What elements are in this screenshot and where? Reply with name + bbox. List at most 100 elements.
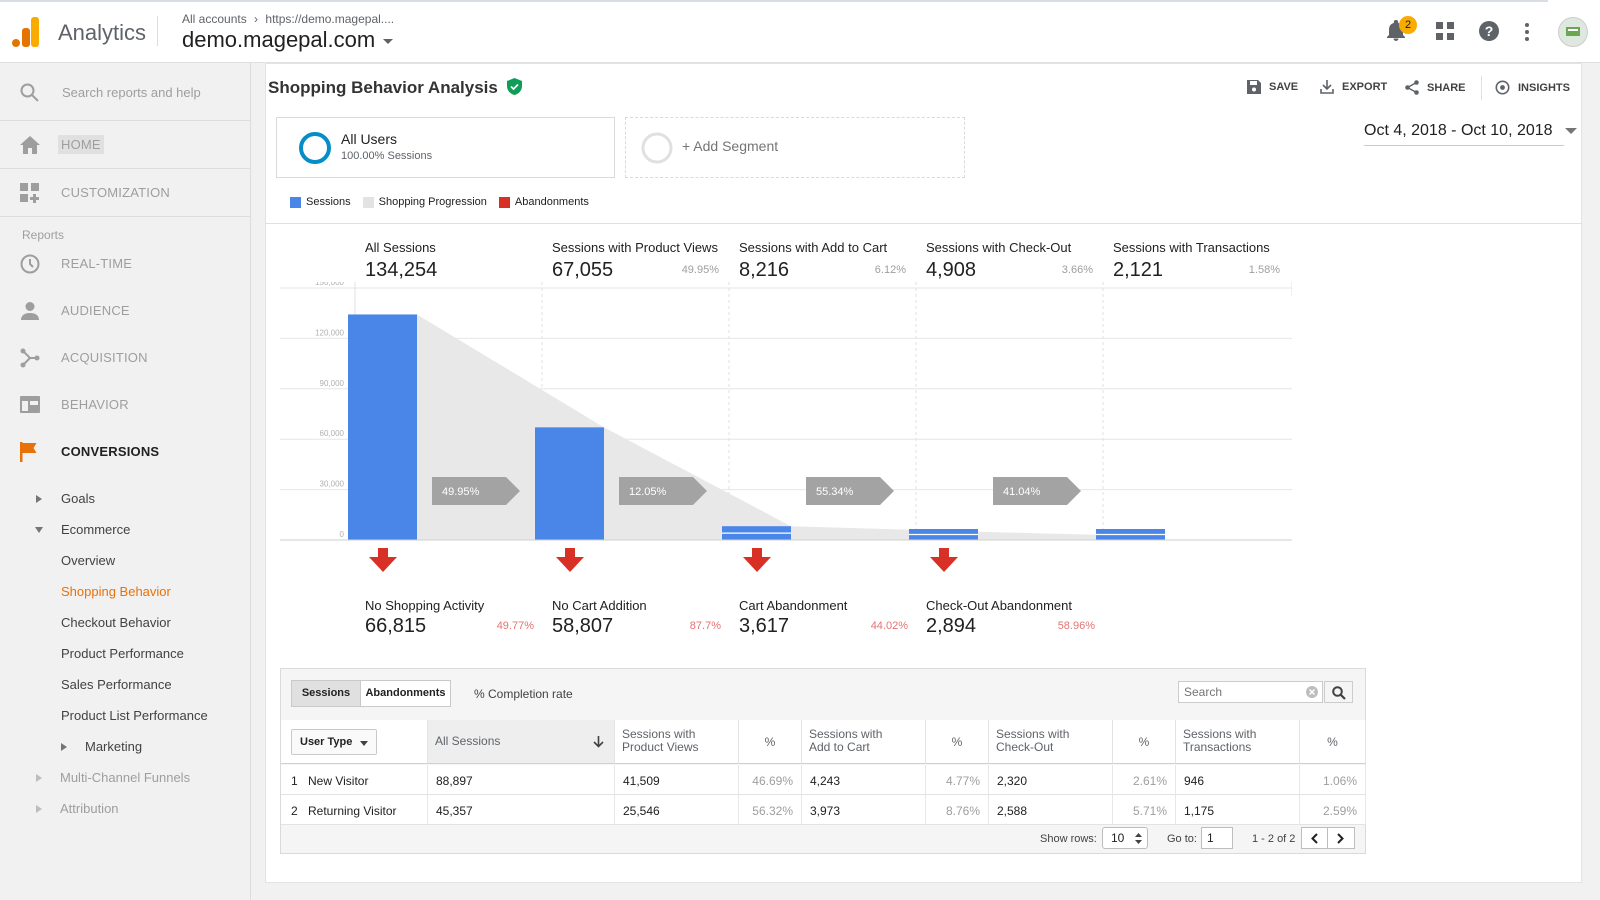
sidebar-item-attribution[interactable]: Attribution <box>0 793 250 824</box>
column-header[interactable]: Sessions with Product Views <box>615 720 739 764</box>
clock-icon <box>20 254 40 274</box>
sidebar-item-realtime[interactable]: REAL-TIME <box>0 247 250 295</box>
help-icon[interactable]: ? <box>1478 20 1500 42</box>
row-name[interactable]: Returning Visitor <box>308 804 397 818</box>
sidebar-item-acquisition[interactable]: ACQUISITION <box>0 341 250 389</box>
sidebar-item-product-list-performance[interactable]: Product List Performance <box>0 700 250 731</box>
tab-sessions[interactable]: Sessions <box>291 680 361 707</box>
add-segment-button[interactable]: + Add Segment <box>625 117 965 178</box>
column-header-sorted[interactable]: All Sessions <box>428 720 615 764</box>
avatar[interactable] <box>1558 17 1588 47</box>
insights-button[interactable]: INSIGHTS <box>1495 80 1570 95</box>
chevron-down-icon <box>383 38 394 44</box>
share-label: SHARE <box>1427 81 1466 94</box>
table-cell: 2.59% <box>1300 795 1366 825</box>
home-icon <box>20 136 40 154</box>
analytics-logo-icon[interactable] <box>12 17 40 47</box>
abandonment-box[interactable]: No Cart Addition 58,807 87.7% <box>542 582 729 642</box>
sidebar-item-home[interactable]: HOME <box>0 121 250 169</box>
prev-page-button[interactable] <box>1301 827 1328 849</box>
table-search-button[interactable] <box>1324 681 1353 703</box>
breadcrumb-url[interactable]: https://demo.magepal.... <box>265 11 395 26</box>
top-bar <box>0 0 1600 63</box>
column-header-label: % <box>1327 735 1338 749</box>
chevron-down-icon <box>35 527 43 533</box>
page-range: 1 - 2 of 2 <box>1252 833 1296 845</box>
completion-rate-option[interactable]: % Completion rate <box>474 687 573 701</box>
sidebar-item-overview[interactable]: Overview <box>0 545 250 576</box>
abandonment-box[interactable]: Cart Abandonment 3,617 44.02% <box>729 582 916 642</box>
column-header[interactable]: Sessions with Check-Out <box>989 720 1113 764</box>
abandonment-label: No Cart Addition <box>552 598 647 613</box>
column-header[interactable]: % <box>1300 720 1366 764</box>
segment-donut-icon <box>299 132 331 164</box>
funnel-stage-header: Sessions with Transactions 2,121 1.58% <box>1103 240 1290 296</box>
column-header[interactable]: % <box>926 720 989 764</box>
breadcrumb-all-accounts[interactable]: All accounts <box>182 11 247 26</box>
clear-icon[interactable] <box>1306 686 1318 698</box>
sidebar-item-customization[interactable]: CUSTOMIZATION <box>0 169 250 217</box>
sidebar-item-label: CONVERSIONS <box>61 444 160 459</box>
column-header[interactable]: Sessions with Add to Cart <box>802 720 926 764</box>
table-search-input[interactable]: Search <box>1178 681 1323 703</box>
sidebar-item-behavior[interactable]: BEHAVIOR <box>0 388 250 436</box>
show-rows-select[interactable]: 10 <box>1102 827 1148 849</box>
chevron-right-icon <box>61 743 67 751</box>
show-rows-value: 10 <box>1111 831 1125 845</box>
stage-value: 134,254 <box>365 259 438 281</box>
abandonment-box[interactable]: Check-Out Abandonment 2,894 58.96% <box>916 582 1103 642</box>
tab-abandonments[interactable]: Abandonments <box>361 680 451 707</box>
sidebar-item-goals[interactable]: Goals <box>0 483 250 514</box>
export-button[interactable]: EXPORT <box>1320 80 1387 94</box>
sidebar-item-label: Ecommerce <box>61 522 131 537</box>
sidebar-search[interactable]: Search reports and help <box>0 63 250 121</box>
arrow-down-icon <box>593 736 604 748</box>
save-label: SAVE <box>1269 81 1299 93</box>
abandonment-value: 2,894 <box>926 615 977 637</box>
apps-grid-icon[interactable] <box>1436 22 1454 40</box>
sidebar-item-marketing[interactable]: Marketing <box>0 731 250 762</box>
row-name[interactable]: New Visitor <box>308 774 369 788</box>
legend-abandonments: Abandonments <box>498 196 589 208</box>
column-header-label: Sessions with Check-Out <box>996 727 1070 754</box>
account-breadcrumb[interactable]: All accounts › https://demo.magepal.... <box>182 11 394 26</box>
sidebar-item-audience[interactable]: AUDIENCE <box>0 294 250 342</box>
sidebar-item-sales-performance[interactable]: Sales Performance <box>0 669 250 700</box>
more-vert-icon[interactable] <box>1525 23 1529 41</box>
empty-segment-icon <box>641 132 673 164</box>
chevron-right-icon <box>36 495 42 503</box>
abandonment-box[interactable]: No Shopping Activity 66,815 49.77% <box>355 582 542 642</box>
table-row[interactable]: 1 New Visitor <box>281 765 428 795</box>
column-header[interactable]: % <box>1113 720 1176 764</box>
row-index: 2 <box>291 804 298 818</box>
sidebar-item-shopping-behavior[interactable]: Shopping Behavior <box>0 576 250 607</box>
property-selector[interactable]: demo.magepal.com <box>182 27 394 53</box>
date-range-picker[interactable]: Oct 4, 2018 - Oct 10, 2018 <box>1364 122 1578 146</box>
flag-icon <box>20 442 38 462</box>
user-type-dropdown[interactable]: User Type <box>291 729 377 755</box>
search-input[interactable]: Search reports and help <box>62 85 201 100</box>
sidebar-item-conversions[interactable]: CONVERSIONS <box>0 435 250 483</box>
legend-sessions: Sessions <box>290 196 351 208</box>
next-page-button[interactable] <box>1328 827 1355 849</box>
column-header[interactable]: % <box>739 720 802 764</box>
abandonment-percent: 44.02% <box>870 620 908 632</box>
share-button[interactable]: SHARE <box>1405 80 1466 95</box>
segment-all-users[interactable]: All Users 100.00% Sessions <box>276 117 615 178</box>
sidebar-item-multi-channel-funnels[interactable]: Multi-Channel Funnels <box>0 762 250 793</box>
save-button[interactable]: SAVE <box>1247 80 1298 94</box>
goto-input[interactable]: 1 <box>1201 827 1233 849</box>
column-header-label: % <box>951 735 963 749</box>
column-header[interactable]: Sessions with Transactions <box>1176 720 1300 764</box>
sidebar-item-checkout-behavior[interactable]: Checkout Behavior <box>0 607 250 638</box>
funnel-chart: 150,000 120,000 90,000 60,000 30,000 0 49.95% 1… <box>280 282 1292 652</box>
stage-value: 8,216 <box>739 259 790 281</box>
table-cell: 1,175 <box>1176 795 1300 825</box>
search-placeholder: Search <box>1184 685 1223 699</box>
abandonment-value: 58,807 <box>552 615 614 637</box>
table-row[interactable]: 2 Returning Visitor <box>281 795 428 825</box>
chevron-left-icon <box>1311 833 1318 844</box>
sidebar-item-ecommerce[interactable]: Ecommerce <box>0 514 250 545</box>
abandonment-arrow-icon <box>930 548 958 572</box>
sidebar-item-product-performance[interactable]: Product Performance <box>0 638 250 669</box>
